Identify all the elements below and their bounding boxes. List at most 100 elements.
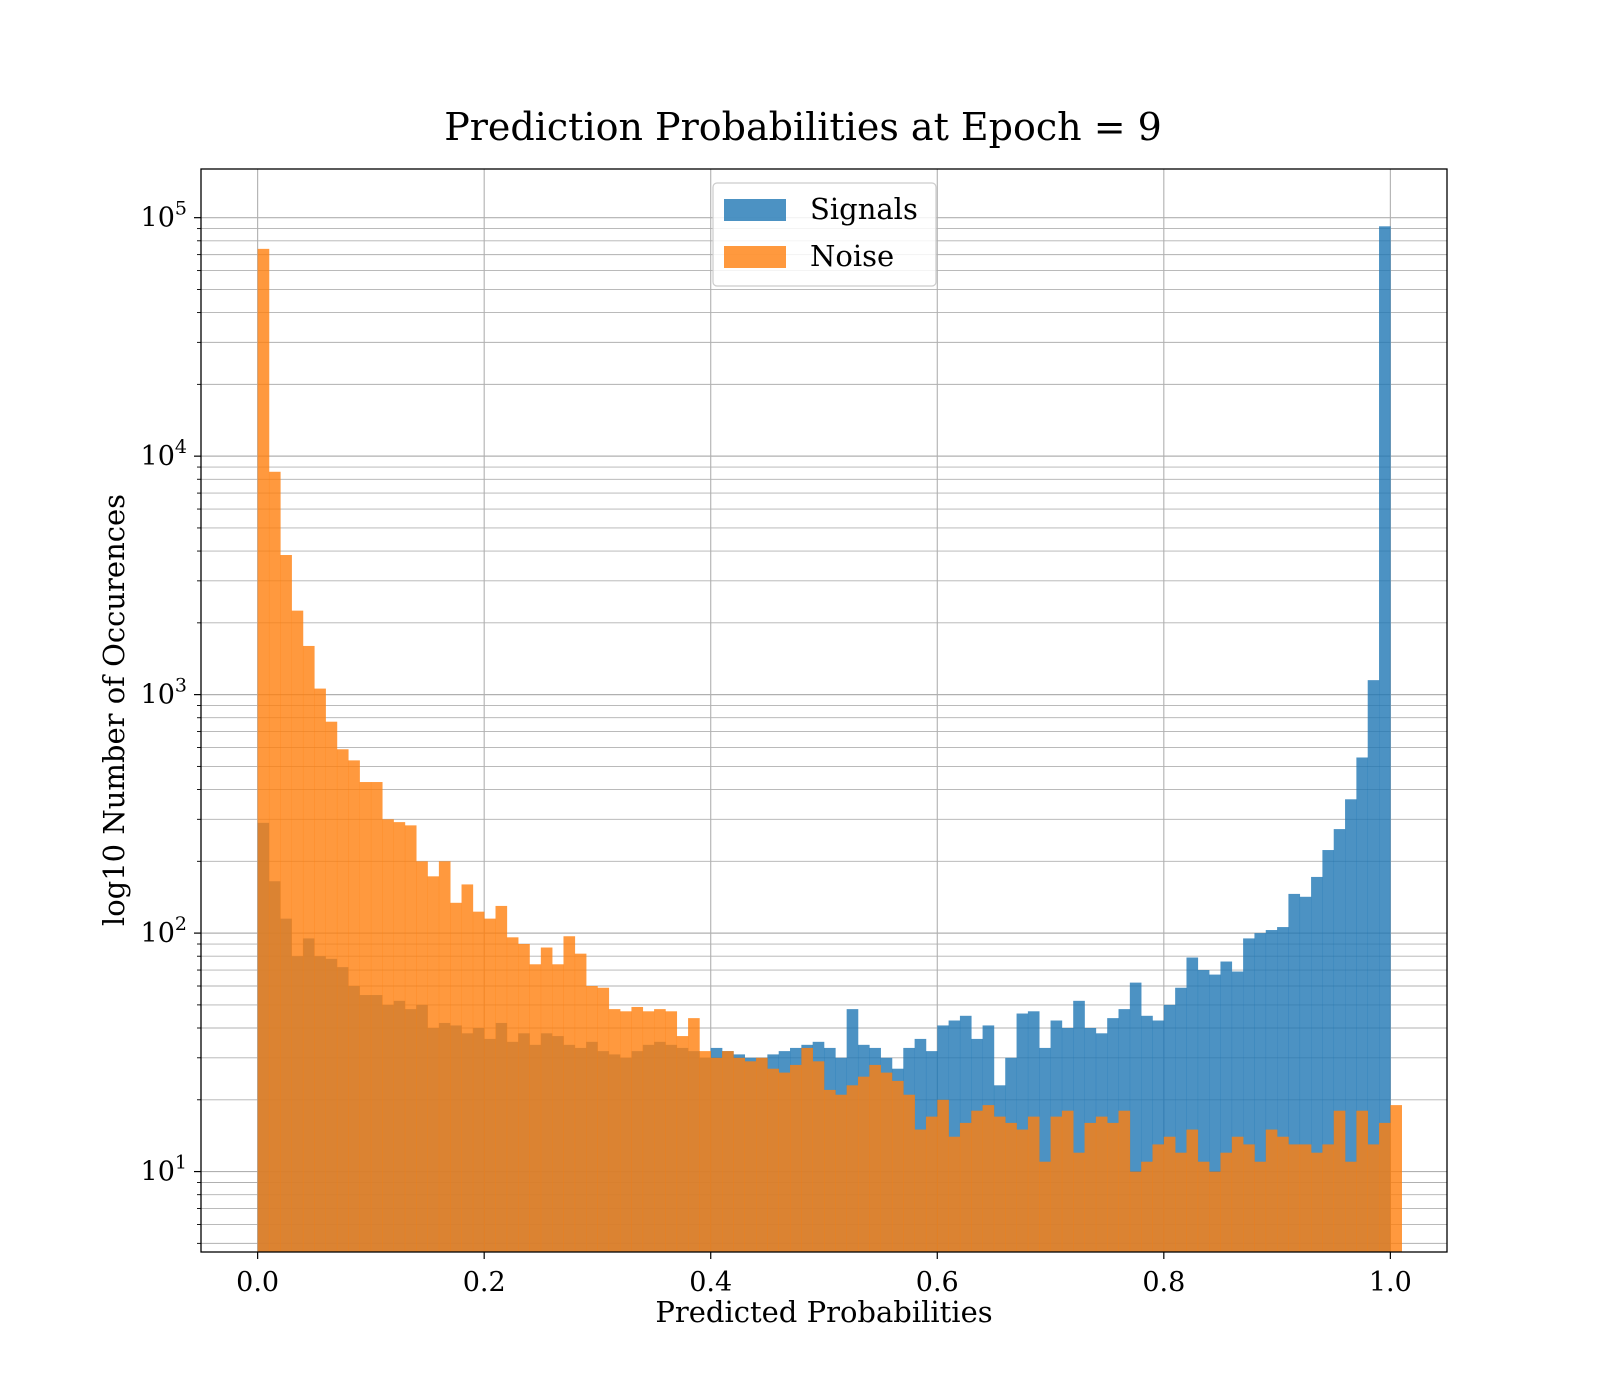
bar-noise: [382, 819, 394, 1252]
bar-noise: [914, 1129, 927, 1252]
bar-signals: [1209, 974, 1221, 1252]
bar-signals: [1265, 930, 1278, 1252]
bar-noise: [291, 610, 304, 1252]
bar-noise: [1027, 1116, 1040, 1252]
bar-noise: [268, 471, 281, 1253]
bar-noise: [586, 986, 598, 1252]
bar-signals: [1356, 757, 1369, 1252]
bar-noise: [404, 825, 417, 1252]
legend-label-signals: Signals: [810, 192, 918, 226]
bar-noise: [1061, 1110, 1074, 1252]
bar-noise: [518, 944, 530, 1252]
bar-noise: [1356, 1110, 1369, 1252]
legend: Signals Noise: [712, 182, 937, 287]
bar-noise: [427, 876, 440, 1252]
x-tick-label: 0.0: [236, 1267, 279, 1298]
bar-noise: [699, 1051, 712, 1252]
bar-noise: [1265, 1129, 1278, 1252]
bar-noise: [880, 1072, 893, 1252]
bar-noise: [1095, 1116, 1108, 1252]
bar-noise: [925, 1116, 938, 1252]
bar-noise: [688, 1018, 700, 1252]
bar-noise: [835, 1094, 847, 1252]
bar-noise: [710, 1057, 723, 1252]
bar-noise: [416, 861, 428, 1252]
x-tick-label: 0.4: [689, 1267, 732, 1298]
x-tick-label: 0.6: [916, 1267, 959, 1298]
bar-noise: [1118, 1110, 1131, 1252]
bar-signals: [1175, 987, 1187, 1252]
bar-noise: [1311, 1152, 1323, 1252]
y-tick-label: 102: [141, 913, 187, 949]
bar-noise: [280, 555, 292, 1252]
bar-noise: [1152, 1144, 1165, 1252]
bar-noise: [540, 947, 553, 1252]
bar-noise: [982, 1105, 995, 1252]
bar-noise: [393, 822, 406, 1252]
bar-noise: [336, 749, 349, 1252]
y-tick-label: 104: [141, 436, 187, 472]
bar-noise: [314, 688, 326, 1252]
bar-noise: [608, 1009, 621, 1252]
x-tick-label: 0.8: [1142, 1267, 1185, 1298]
bar-noise: [529, 964, 542, 1252]
bar-noise: [257, 248, 270, 1253]
bar-noise: [302, 645, 315, 1252]
bar-noise: [348, 760, 360, 1252]
bar-signals: [1129, 982, 1142, 1252]
x-tick-label: 0.2: [463, 1267, 506, 1298]
y-axis-label: log10 Number of Occurences: [97, 494, 131, 926]
bar-signals: [1039, 1047, 1051, 1252]
bar-noise: [1379, 1122, 1391, 1252]
bar-noise: [722, 1051, 734, 1252]
bar-noise: [438, 861, 451, 1252]
bar-noise: [495, 905, 508, 1252]
bar-noise: [1016, 1129, 1029, 1252]
x-tick-label: 1.0: [1369, 1267, 1412, 1298]
bar-signals: [1141, 1015, 1153, 1252]
bar-noise: [756, 1057, 768, 1252]
x-axis-ticks: 0.0 0.2 0.4 0.6 0.8 1.0: [236, 1252, 1412, 1298]
bar-noise: [971, 1110, 983, 1252]
chart-title: Prediction Probabilities at Epoch = 9: [444, 105, 1162, 149]
bar-noise: [903, 1094, 915, 1252]
bar-noise: [370, 782, 383, 1252]
bar-noise: [642, 1011, 655, 1252]
bar-noise: [1209, 1171, 1221, 1252]
bar-noise: [450, 902, 462, 1252]
bar-noise: [1322, 1144, 1335, 1252]
bar-signals: [1231, 971, 1244, 1252]
bar-noise: [665, 1011, 678, 1252]
bar-noise: [1186, 1129, 1199, 1252]
bar-noise: [1288, 1144, 1301, 1252]
bar-noise: [1073, 1152, 1085, 1252]
bar-noise: [1050, 1116, 1063, 1252]
bar-noise: [631, 1006, 644, 1252]
bar-noise: [744, 1061, 757, 1252]
bar-noise: [1005, 1122, 1017, 1252]
bar-noise: [812, 1061, 825, 1252]
bar-noise: [1107, 1122, 1119, 1252]
bar-noise: [325, 721, 338, 1252]
bar-noise: [484, 918, 496, 1252]
bar-noise: [506, 937, 519, 1252]
bar-noise: [1220, 1152, 1233, 1252]
bar-signals: [1322, 850, 1335, 1252]
bar-noise: [767, 1068, 779, 1252]
bar-signals: [1367, 680, 1380, 1252]
legend-label-noise: Noise: [810, 239, 894, 273]
bar-noise: [869, 1064, 881, 1252]
bar-noise: [824, 1089, 836, 1252]
bar-noise: [1243, 1144, 1255, 1252]
x-axis-label: Predicted Probabilities: [655, 1295, 992, 1329]
bar-noise: [654, 1009, 666, 1252]
bar-signals: [1186, 957, 1199, 1252]
y-tick-label: 105: [141, 198, 187, 234]
bar-signals: [1379, 226, 1391, 1253]
bar-noise: [790, 1064, 802, 1252]
bar-noise: [1231, 1136, 1244, 1252]
bar-noise: [1163, 1136, 1176, 1252]
bar-noise: [891, 1080, 904, 1252]
y-axis-ticks: 101 102 103 104 105: [141, 198, 201, 1244]
